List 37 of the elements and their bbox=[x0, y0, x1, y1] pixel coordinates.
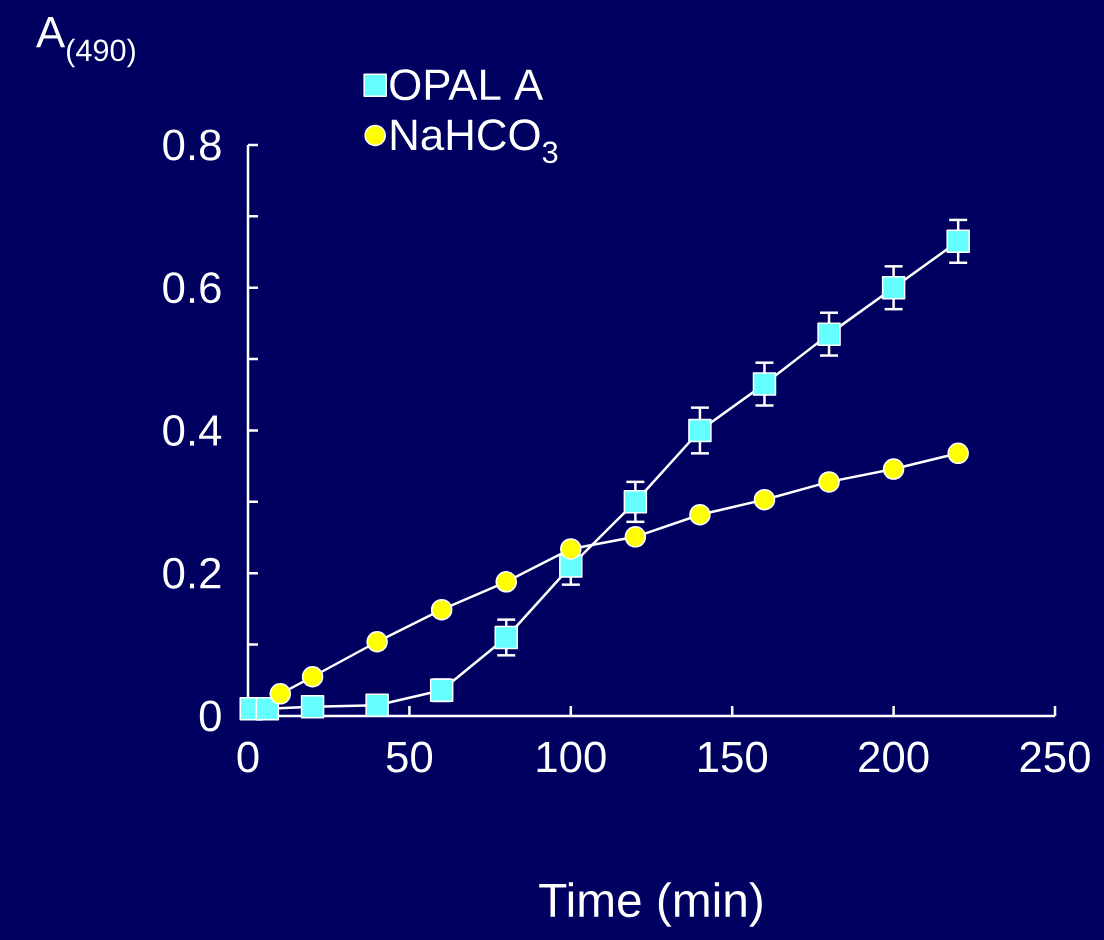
point bbox=[817, 322, 841, 346]
point bbox=[947, 442, 969, 465]
legend-label: OPAL A bbox=[390, 69, 544, 101]
point bbox=[881, 275, 906, 300]
point bbox=[624, 526, 647, 548]
point bbox=[946, 229, 970, 254]
x-tick-label: 150 bbox=[698, 741, 768, 773]
point bbox=[495, 571, 517, 593]
y-tick-label: 0 bbox=[199, 700, 221, 732]
point bbox=[255, 697, 280, 721]
point bbox=[689, 503, 711, 526]
x-axis-title: Time (min) bbox=[539, 882, 762, 927]
point bbox=[560, 538, 582, 560]
x-tick-label: 50 bbox=[386, 741, 433, 773]
y-tick-label: 0.4 bbox=[163, 414, 222, 446]
point bbox=[494, 625, 518, 650]
x-tick-label: 100 bbox=[537, 741, 606, 773]
point bbox=[269, 683, 292, 705]
x-tick-label: 0 bbox=[237, 741, 259, 773]
point bbox=[753, 488, 776, 511]
x-tick-label: 250 bbox=[1020, 741, 1090, 773]
y-axis-title: A$_{(490)}$ bbox=[36, 17, 135, 68]
point bbox=[623, 490, 648, 514]
point bbox=[365, 693, 389, 718]
point bbox=[301, 665, 324, 688]
point bbox=[300, 694, 325, 719]
x-tick-label: 200 bbox=[859, 741, 929, 773]
point bbox=[818, 471, 840, 493]
point bbox=[688, 418, 712, 443]
point bbox=[752, 372, 777, 396]
point bbox=[366, 631, 388, 653]
y-tick-label: 0.2 bbox=[163, 557, 221, 589]
y-tick-label: 0.8 bbox=[163, 129, 221, 161]
point bbox=[882, 458, 905, 480]
y-tick-label: 0.6 bbox=[163, 272, 221, 304]
point bbox=[430, 598, 453, 621]
legend-label: NaHCO$_{3}$ bbox=[391, 119, 558, 164]
